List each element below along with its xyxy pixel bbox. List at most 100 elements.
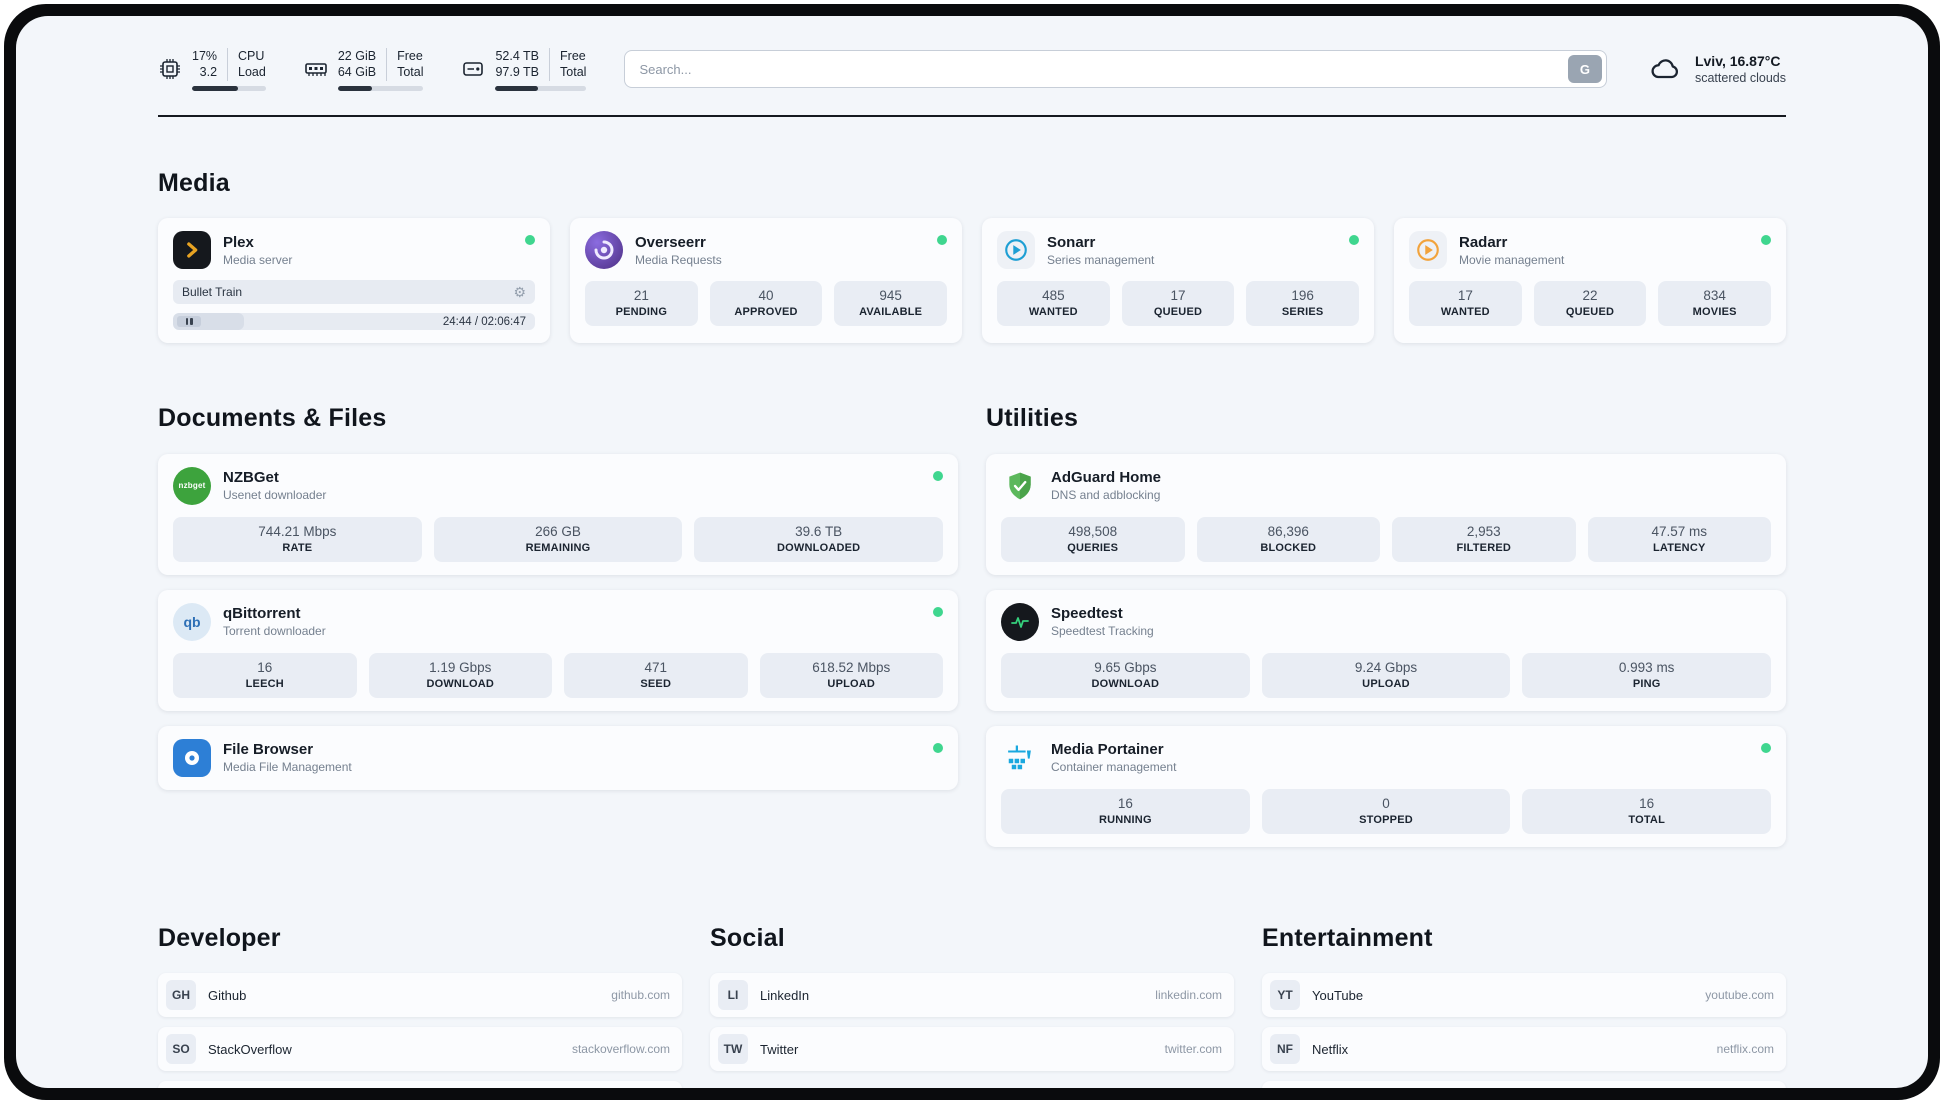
stat-total: 16 TOTAL	[1522, 788, 1772, 834]
stat-label: DOWNLOADED	[777, 541, 861, 554]
bookmark-name: LinkedIn	[760, 987, 810, 1003]
stat-value: 485	[1042, 288, 1065, 304]
sonarr-icon[interactable]	[997, 231, 1035, 270]
stat-value: 16	[1117, 795, 1133, 811]
cpu-metric: 17% 3.2 CPU Load	[158, 48, 266, 91]
stat-wanted: 485 WANTED	[997, 281, 1110, 327]
bookmark-youtube[interactable]: YT YouTube youtube.com	[1262, 973, 1786, 1018]
memory-icon	[304, 57, 328, 81]
filebrowser-icon[interactable]	[173, 738, 211, 777]
pause-icon[interactable]	[177, 316, 201, 328]
app-name: NZBGet	[223, 469, 279, 487]
stat-value: 17	[1457, 288, 1473, 304]
bookmark-stackoverflow[interactable]: SO StackOverflow stackoverflow.com	[158, 1027, 682, 1072]
stat-seed: 471 SEED	[564, 652, 748, 698]
stat-label: RUNNING	[1098, 813, 1152, 826]
stat-upload: 9.24 Gbps UPLOAD	[1261, 652, 1511, 698]
stat-value: 2,953	[1466, 523, 1501, 539]
pause-bar	[185, 318, 188, 326]
stat-value: 0.993 ms	[1618, 659, 1675, 675]
stat-queries: 498,508 QUERIES	[1001, 516, 1185, 562]
cpu-usage-bar	[192, 85, 266, 91]
app-subtitle: DNS and adblocking	[1051, 488, 1161, 503]
app-card-portainer: Media Portainer Container management 16 …	[986, 725, 1786, 847]
stat-download: 1.19 Gbps DOWNLOAD	[368, 652, 552, 698]
weather-location: Lviv, 16.87°C	[1694, 53, 1781, 70]
search-engine-button[interactable]: G	[1567, 55, 1602, 84]
stat-value: 39.6 TB	[795, 523, 843, 539]
stat-value: 40	[758, 288, 774, 304]
stat-blocked: 86,396 BLOCKED	[1196, 516, 1380, 562]
github-icon: GH	[166, 980, 196, 1011]
stat-value: 744.21 Mbps	[258, 523, 337, 539]
twitter-icon: TW	[718, 1034, 748, 1065]
nzbget-icon[interactable]: nzbget	[173, 466, 211, 505]
stackoverflow-icon: SO	[166, 1034, 196, 1065]
overseerr-icon[interactable]	[585, 231, 623, 270]
stat-value: 945	[879, 288, 902, 304]
stat-value: 266 GB	[535, 523, 581, 539]
qbittorrent-icon[interactable]: qb	[173, 602, 211, 641]
stat-approved: 40 APPROVED	[709, 281, 823, 327]
app-card-plex: Plex Media server Bullet Train ⚙ 24:44 /…	[158, 218, 550, 344]
bookmark-name: Github	[208, 987, 247, 1003]
stat-label: FILTERED	[1456, 541, 1512, 554]
playback-time: 24:44 / 02:06:47	[442, 315, 526, 328]
search-input[interactable]	[624, 50, 1607, 89]
stat-label: DOWNLOAD	[1091, 677, 1160, 690]
stat-upload: 618.52 Mbps UPLOAD	[759, 652, 943, 698]
bookmark-url: github.com	[611, 988, 670, 1003]
window-frame: 17% 3.2 CPU Load	[4, 4, 1940, 1100]
portainer-icon[interactable]	[1001, 739, 1039, 777]
stat-wanted: 17 WANTED	[1409, 281, 1522, 327]
section-title-social: Social	[710, 923, 785, 952]
bookmark-url: linkedin.com	[1155, 988, 1222, 1003]
stat-label: DOWNLOAD	[426, 677, 495, 690]
stat-label: STOPPED	[1359, 813, 1413, 826]
utilities-column: Utilities AdGuard Home DNS and adblockin…	[986, 383, 1786, 847]
bookmark-github[interactable]: GH Github github.com	[158, 973, 682, 1018]
storage-total-label: Total	[560, 65, 587, 80]
stat-value: 9.65 Gbps	[1094, 659, 1157, 675]
stat-ping: 0.993 ms PING	[1522, 652, 1772, 698]
app-card-nzbget: nzbget NZBGet Usenet downloader 744.21 M…	[158, 453, 958, 575]
bookmark-name: Twitter	[760, 1041, 799, 1057]
stat-label: SERIES	[1281, 306, 1324, 319]
stat-label: LATENCY	[1652, 541, 1706, 554]
cpu-load-value: 3.2	[199, 65, 218, 80]
app-name: Plex	[223, 233, 254, 251]
section-title-utilities: Utilities	[986, 404, 1079, 432]
pause-bar	[190, 318, 193, 326]
linkedin-icon: LI	[718, 980, 748, 1011]
memory-total-value: 64 GiB	[337, 65, 377, 80]
status-dot-online	[933, 470, 943, 481]
status-dot-online	[933, 742, 943, 753]
weather-widget: Lviv, 16.87°C scattered clouds	[1645, 53, 1786, 85]
app-subtitle: Container management	[1051, 760, 1177, 775]
storage-free-label: Free	[560, 49, 586, 63]
app-name: Overseerr	[635, 233, 706, 251]
stat-label: APPROVED	[734, 306, 798, 319]
cpu-load-label: Load	[238, 65, 266, 80]
bookmark-linkedin[interactable]: LI LinkedIn linkedin.com	[710, 973, 1234, 1018]
bookmark-twitter[interactable]: TW Twitter twitter.com	[710, 1027, 1234, 1072]
stat-value: 1.19 Gbps	[429, 659, 492, 675]
bookmark-url: stackoverflow.com	[571, 1042, 670, 1057]
adguard-shield-icon[interactable]	[1001, 467, 1039, 505]
stat-value: 834	[1703, 288, 1726, 304]
app-subtitle: Usenet downloader	[223, 488, 327, 503]
speedtest-icon[interactable]	[1001, 602, 1039, 641]
bookmark-netflix[interactable]: NF Netflix netflix.com	[1262, 1027, 1786, 1072]
stat-movies: 834 MOVIES	[1658, 281, 1772, 327]
bookmark-dev[interactable]: DT DEV dev.to	[158, 1081, 682, 1088]
stat-label: BLOCKED	[1260, 541, 1317, 554]
bookmark-reddit[interactable]: RE Reddit reddit.com	[1262, 1081, 1786, 1088]
app-name: Media Portainer	[1051, 741, 1164, 759]
gear-icon[interactable]: ⚙	[513, 284, 526, 301]
stat-filtered: 2,953 FILTERED	[1392, 516, 1576, 562]
radarr-icon[interactable]	[1409, 231, 1447, 270]
dashboard-app: 17% 3.2 CPU Load	[16, 16, 1928, 1088]
bookmarks-entertainment: Entertainment YT YouTube youtube.com NF …	[1262, 903, 1786, 1088]
plex-icon[interactable]	[173, 231, 211, 270]
stat-downloaded: 39.6 TB DOWNLOADED	[694, 516, 944, 562]
